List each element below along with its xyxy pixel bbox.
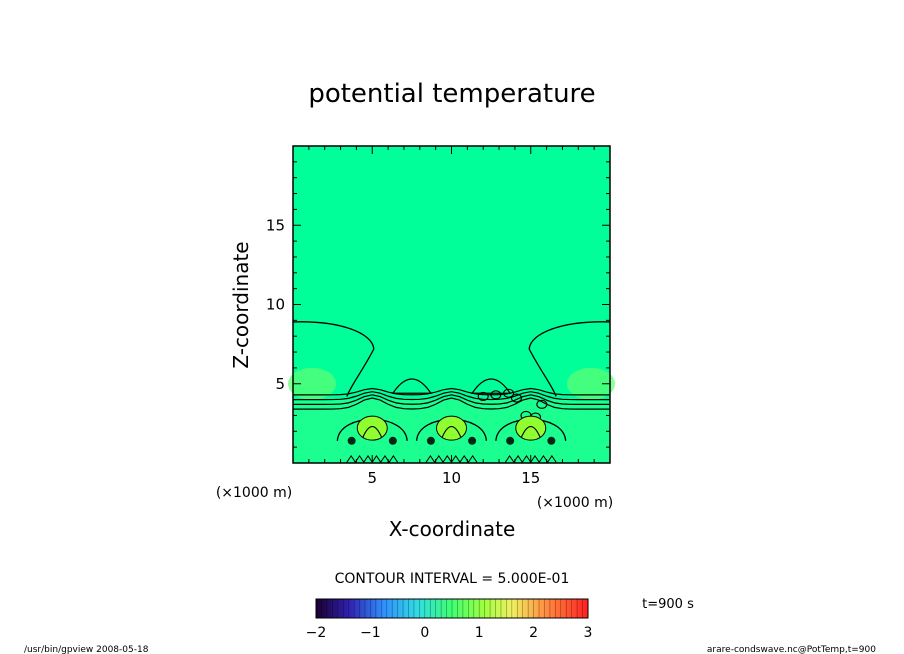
colorbar-tick-label: −1 xyxy=(360,625,381,641)
colorbar xyxy=(315,598,589,619)
chart-title: potential temperature xyxy=(308,79,595,109)
inversion-contour xyxy=(293,397,610,410)
bubble-side-blob xyxy=(547,436,556,445)
bubble-side-blob xyxy=(468,436,477,445)
footer-left: /usr/bin/gpview 2008-05-18 xyxy=(24,645,149,654)
footer-right: arare-condswave.nc@PotTemp,t=900 xyxy=(707,645,876,654)
colorbar-tick-label: 1 xyxy=(475,625,484,641)
contour-interval-label: CONTOUR INTERVAL = 5.000E-01 xyxy=(335,571,570,587)
bubble-inner-contour xyxy=(441,426,462,438)
y-axis-label: Z-coordinate xyxy=(229,241,253,368)
eddy-contour xyxy=(490,390,502,400)
bubble-side-blob xyxy=(347,436,356,445)
bubble-core xyxy=(515,415,547,441)
bubble-core xyxy=(436,415,467,441)
x-unit-label: (×1000 m) xyxy=(537,495,613,511)
colorbar-ticks: −2 −1 0 1 2 3 xyxy=(306,625,593,641)
y-unit-label: (×1000 m) xyxy=(216,485,292,501)
contour-line xyxy=(528,321,611,397)
bubble-side-blob xyxy=(506,436,515,445)
bubble-core xyxy=(356,415,388,441)
bubble-inner-contour xyxy=(362,426,383,438)
contour-field xyxy=(288,321,615,464)
x-axis-label: X-coordinate xyxy=(389,517,516,541)
bubble-side-blob xyxy=(426,436,435,445)
bubble-side-blob xyxy=(388,436,397,445)
eddy-contour xyxy=(503,388,515,398)
inversion-contour xyxy=(293,387,610,396)
dome-contour xyxy=(470,378,512,394)
inversion-contour xyxy=(293,394,610,405)
colorbar-tick-label: −2 xyxy=(306,625,327,641)
colorbar-tick-label: 2 xyxy=(529,625,538,641)
time-label: t=900 s xyxy=(642,597,694,612)
colorbar-tick-label: 3 xyxy=(584,625,593,641)
y-tick-label: 15 xyxy=(266,216,285,234)
y-tick-label: 5 xyxy=(275,375,285,393)
warm-patch-left xyxy=(288,367,337,400)
y-tick-label: 10 xyxy=(266,296,285,314)
colorbar-tick-label: 0 xyxy=(420,625,429,641)
eddy-contour xyxy=(536,399,548,409)
contour-line xyxy=(292,321,375,397)
x-tick-label: 15 xyxy=(521,469,540,487)
eddy-contour xyxy=(510,393,523,403)
bubble-inner-contour xyxy=(520,426,541,438)
colorbar-stripes xyxy=(321,599,583,618)
inversion-contour xyxy=(293,391,610,401)
x-tick-label: 5 xyxy=(367,469,377,487)
warm-patch-right xyxy=(566,367,615,400)
axis-ticks: 5 10 15 5 10 15 xyxy=(266,146,610,487)
dome-contour xyxy=(391,378,433,394)
x-tick-label: 10 xyxy=(442,469,461,487)
eddy-contour xyxy=(477,391,489,401)
